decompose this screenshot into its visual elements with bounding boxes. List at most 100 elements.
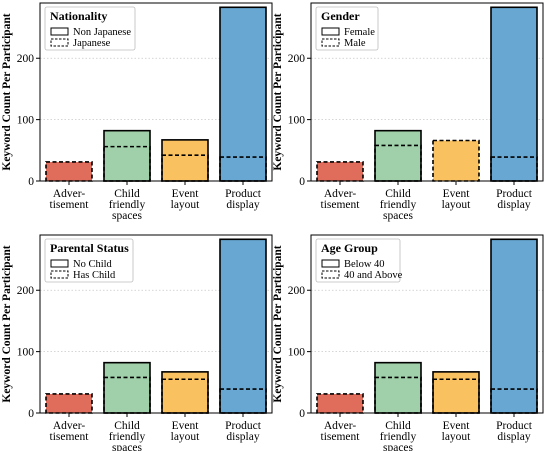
y-tick-label-1: 100 (288, 115, 306, 127)
bar-fill-1 (104, 362, 150, 413)
legend-title: Nationality (50, 9, 107, 23)
axes-frame (310, 2, 544, 182)
x-tick-label-0-0: Adver- (324, 420, 357, 432)
y-tick-label-0: 0 (299, 408, 305, 420)
x-tick-label-3-0: Product (225, 420, 262, 432)
bar-fill-0 (46, 161, 92, 181)
y-tick-label-2: 200 (288, 53, 306, 65)
x-tick-label-1-1: friendly (380, 199, 417, 211)
legend-title: Age Group (321, 241, 378, 255)
y-tick-label-2: 200 (17, 285, 35, 297)
x-tick-label-0-1: tisement (50, 199, 90, 211)
x-tick-label-1-2: spaces (383, 442, 414, 451)
bar-fill-2 (433, 371, 479, 413)
x-tick-label-1-2: spaces (383, 210, 414, 222)
legend-entry-1: Has Child (73, 270, 116, 281)
x-tick-label-0-0: Adver- (53, 420, 86, 432)
x-tick-label-2-0: Event (172, 420, 200, 432)
legend-swatch-1 (50, 38, 69, 47)
legend-swatch-0 (321, 259, 340, 268)
x-tick-label-2-0: Event (443, 188, 471, 200)
legend-title: Gender (321, 9, 360, 23)
bar-fill-0 (317, 393, 363, 413)
y-axis-label: Keyword Count Per Participant (272, 13, 284, 170)
bar-fill-2 (162, 139, 208, 181)
axes-frame (310, 234, 544, 414)
x-tick-label-2-0: Event (172, 188, 200, 200)
x-tick-label-0-0: Adver- (324, 188, 357, 200)
bar-40-and-above-2 (432, 378, 480, 414)
bar-fill-3 (491, 7, 537, 181)
y-tick-label-0: 0 (28, 176, 34, 188)
x-tick-label-2-1: layout (171, 199, 201, 211)
legend-entry-0: Non Japanese (73, 27, 131, 38)
legend-swatch-1 (50, 270, 69, 279)
legend-entry-0: Female (344, 27, 375, 38)
y-axis-label: Keyword Count Per Participant (1, 245, 13, 402)
x-tick-label-3-1: display (226, 199, 259, 211)
x-tick-label-2-1: layout (171, 431, 201, 443)
x-tick-label-0-1: tisement (321, 199, 361, 211)
x-tick-label-1-0: Child (114, 420, 140, 432)
x-tick-label-3-0: Product (496, 420, 533, 432)
x-tick-label-1-0: Child (114, 188, 140, 200)
legend-entry-1: Male (344, 38, 366, 49)
x-tick-label-3-0: Product (496, 188, 533, 200)
legend-title: Parental Status (50, 241, 129, 255)
x-tick-label-3-0: Product (225, 188, 262, 200)
bar-fill-1 (375, 362, 421, 413)
x-tick-label-1-1: friendly (109, 199, 146, 211)
x-tick-label-0-1: tisement (50, 431, 90, 443)
axes-frame (39, 2, 273, 182)
x-tick-label-1-1: friendly (109, 431, 146, 443)
legend-swatch-0 (50, 27, 69, 36)
bar-fill-3 (220, 239, 266, 413)
x-tick-label-2-1: layout (442, 431, 472, 443)
legend-entry-0: Below 40 (344, 259, 385, 270)
bar-fill-1 (104, 130, 150, 181)
legend-swatch-0 (50, 259, 69, 268)
bar-fill-1 (375, 130, 421, 181)
x-tick-label-3-1: display (226, 431, 259, 443)
y-axis-label: Keyword Count Per Participant (272, 245, 284, 402)
x-tick-label-2-1: layout (442, 199, 472, 211)
x-tick-label-1-0: Child (385, 420, 411, 432)
bar-has-child-2 (161, 378, 209, 414)
legend-entry-1: Japanese (73, 38, 111, 49)
bar-fill-0 (317, 161, 363, 181)
x-tick-label-2-0: Event (443, 420, 471, 432)
legend-swatch-1 (321, 270, 340, 279)
y-tick-label-0: 0 (299, 176, 305, 188)
legend-swatch-1 (321, 38, 340, 47)
y-tick-label-1: 100 (17, 115, 35, 127)
y-tick-label-2: 200 (288, 285, 306, 297)
x-tick-label-1-1: friendly (380, 431, 417, 443)
legend-box (315, 238, 401, 283)
y-tick-label-1: 100 (288, 347, 306, 359)
bar-fill-0 (46, 393, 92, 413)
bar-fill-3 (491, 239, 537, 413)
legend-swatch-0 (321, 27, 340, 36)
x-tick-label-1-2: spaces (112, 442, 143, 451)
bar-fill-2 (433, 140, 479, 181)
y-tick-label-0: 0 (28, 408, 34, 420)
x-tick-label-3-1: display (497, 199, 530, 211)
y-tick-label-1: 100 (17, 347, 35, 359)
bar-fill-3 (220, 7, 266, 181)
axes-frame (39, 234, 273, 414)
x-tick-label-1-0: Child (385, 188, 411, 200)
bar-fill-2 (162, 371, 208, 413)
x-tick-label-0-1: tisement (321, 431, 361, 443)
x-tick-label-3-1: display (497, 431, 530, 443)
y-axis-label: Keyword Count Per Participant (1, 13, 13, 170)
x-tick-label-0-0: Adver- (53, 188, 86, 200)
